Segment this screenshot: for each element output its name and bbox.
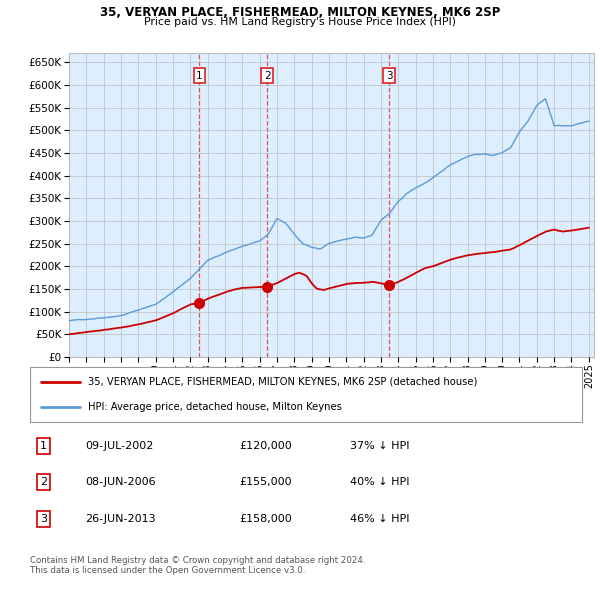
Text: 2: 2 (264, 71, 271, 81)
Text: 08-JUN-2006: 08-JUN-2006 (85, 477, 156, 487)
Text: 40% ↓ HPI: 40% ↓ HPI (350, 477, 410, 487)
Text: 26-JUN-2013: 26-JUN-2013 (85, 514, 156, 524)
Text: 37% ↓ HPI: 37% ↓ HPI (350, 441, 410, 451)
Text: HPI: Average price, detached house, Milton Keynes: HPI: Average price, detached house, Milt… (88, 402, 342, 412)
Text: 3: 3 (40, 514, 47, 524)
Text: 1: 1 (196, 71, 203, 81)
Text: £120,000: £120,000 (240, 441, 293, 451)
Text: Contains HM Land Registry data © Crown copyright and database right 2024.: Contains HM Land Registry data © Crown c… (30, 556, 365, 565)
Text: 3: 3 (386, 71, 392, 81)
Text: 35, VERYAN PLACE, FISHERMEAD, MILTON KEYNES, MK6 2SP: 35, VERYAN PLACE, FISHERMEAD, MILTON KEY… (100, 6, 500, 19)
Text: Price paid vs. HM Land Registry's House Price Index (HPI): Price paid vs. HM Land Registry's House … (144, 17, 456, 27)
Text: 35, VERYAN PLACE, FISHERMEAD, MILTON KEYNES, MK6 2SP (detached house): 35, VERYAN PLACE, FISHERMEAD, MILTON KEY… (88, 377, 478, 387)
Text: 09-JUL-2002: 09-JUL-2002 (85, 441, 154, 451)
Text: 46% ↓ HPI: 46% ↓ HPI (350, 514, 410, 524)
Text: £155,000: £155,000 (240, 477, 292, 487)
FancyBboxPatch shape (30, 367, 582, 422)
Text: 1: 1 (40, 441, 47, 451)
Text: 2: 2 (40, 477, 47, 487)
Text: This data is licensed under the Open Government Licence v3.0.: This data is licensed under the Open Gov… (30, 566, 305, 575)
Text: £158,000: £158,000 (240, 514, 293, 524)
